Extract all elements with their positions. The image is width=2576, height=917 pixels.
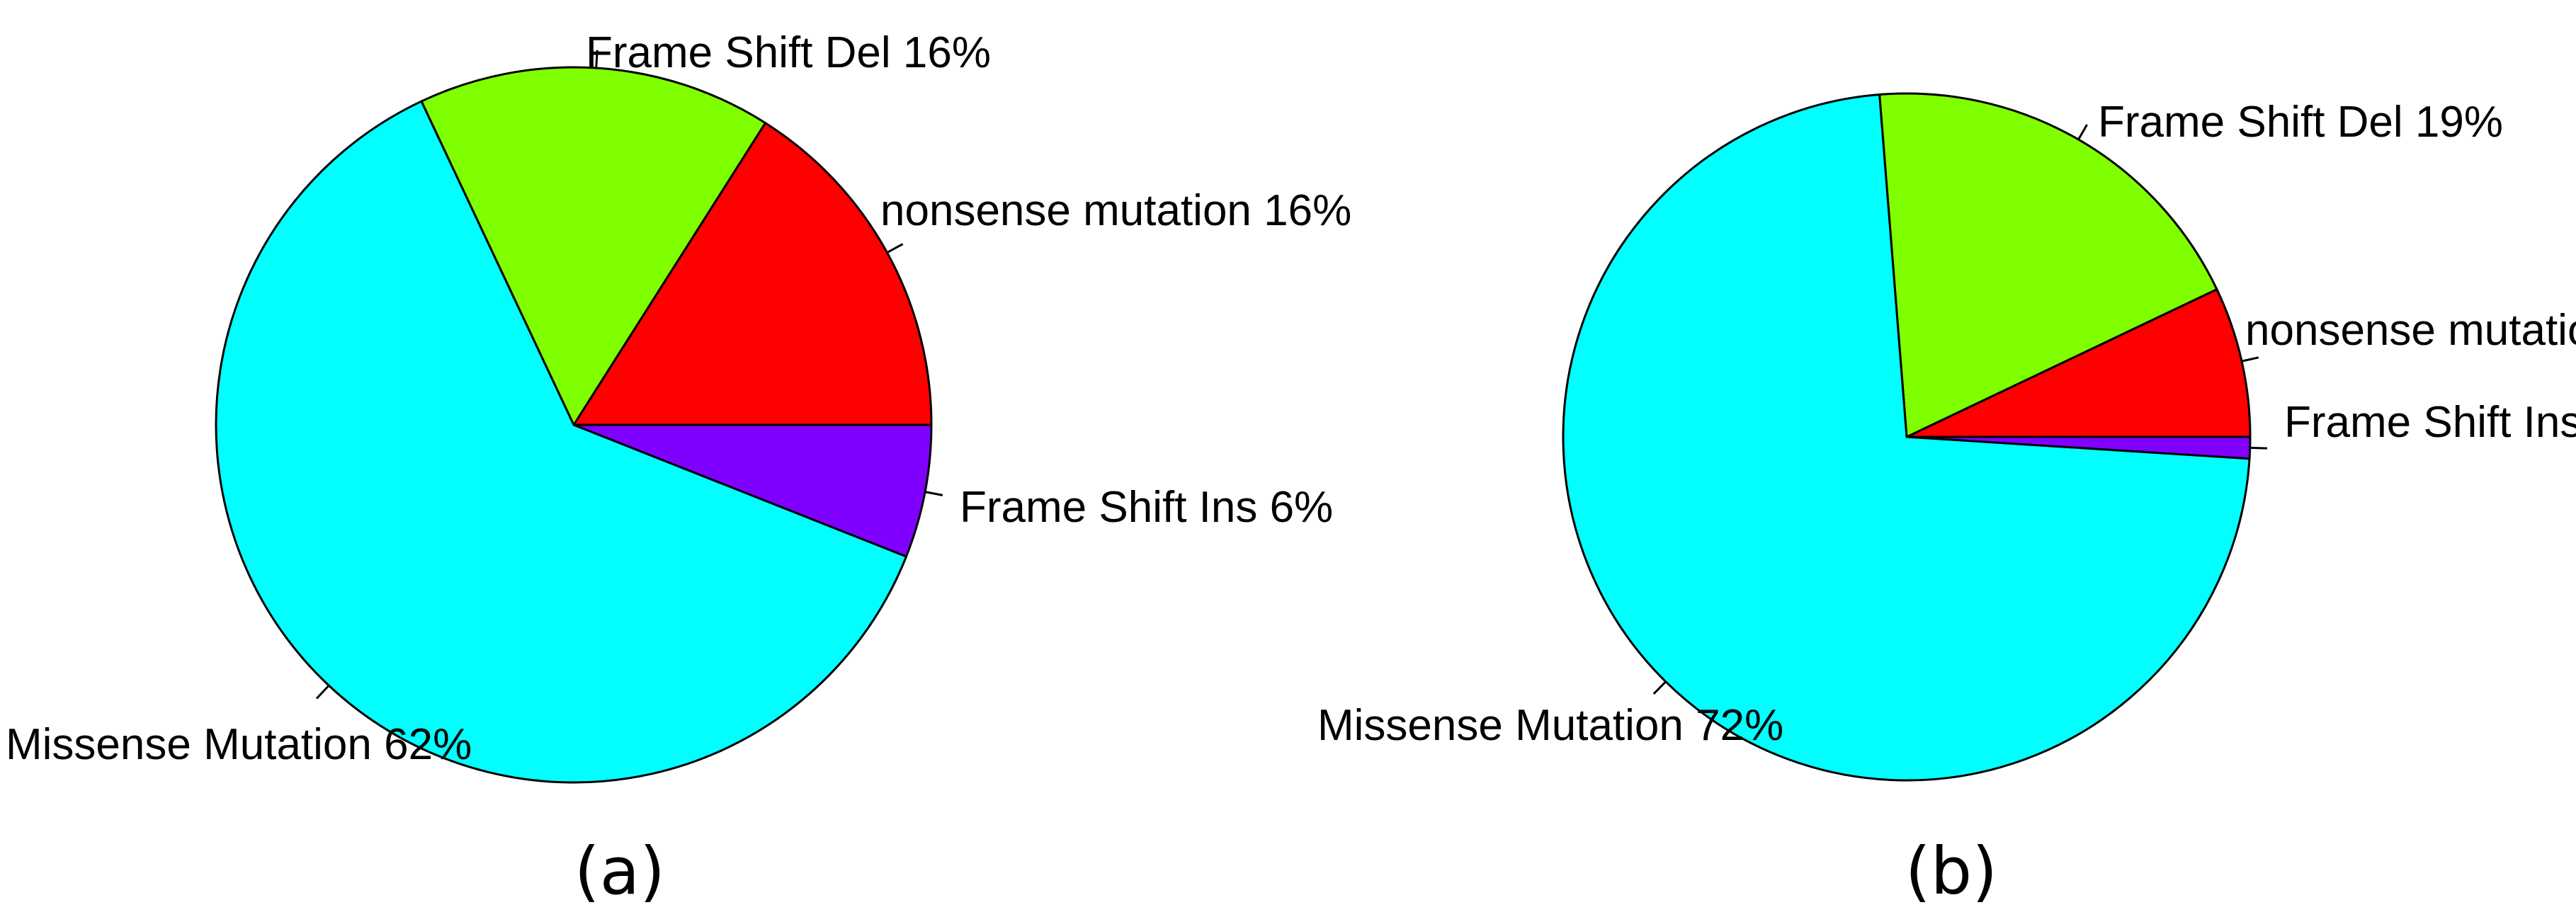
pie-slice-frame-shift-ins [573,423,933,558]
pie-slice-frame-shift-ins [1906,435,2252,460]
slice-label-frame-shift-del: Frame Shift Del 19% [2098,98,2503,147]
slice-label-frame-shift-ins: Frame Shift Ins 6% [960,483,1333,532]
pie-slice-missense-mutation [1562,93,2251,782]
leader-line-missense-mutation [1652,680,1667,695]
slice-label-missense-mutation: Missense Mutation 62% [6,720,472,769]
leader-line-nonsense-mutation [2241,356,2259,363]
slice-label-nonsense-mutation: nonsense mutation 7% [2245,306,2576,355]
leader-line-missense-mutation [315,685,330,700]
pie-chart-b: nonsense mutation 7% Frame Shift Del 19% M… [1317,92,2576,782]
pie-slice-nonsense-mutation [572,121,933,426]
slice-label-frame-shift-del: Frame Shift Del 16% [586,28,991,77]
slice-label-nonsense-mutation: nonsense mutation 16% [880,186,1351,235]
pie-chart-a: nonsense mutation 16% Frame Shift Del 16%… [6,28,1351,784]
leader-line-frame-shift-ins [924,491,943,496]
pie-slice-frame-shift-del [419,66,767,428]
leader-line-frame-shift-del [2077,124,2088,140]
panel-caption-b: (b) [1905,833,1997,909]
slice-label-frame-shift-ins: Frame Shift Ins 1% [2284,398,2576,447]
leader-line-nonsense-mutation [886,243,904,254]
leader-line-frame-shift-del [595,50,598,69]
panel-caption-a: (a) [574,833,665,909]
pie-slice-missense-mutation [215,100,908,784]
slice-label-missense-mutation: Missense Mutation 72% [1317,701,1783,750]
